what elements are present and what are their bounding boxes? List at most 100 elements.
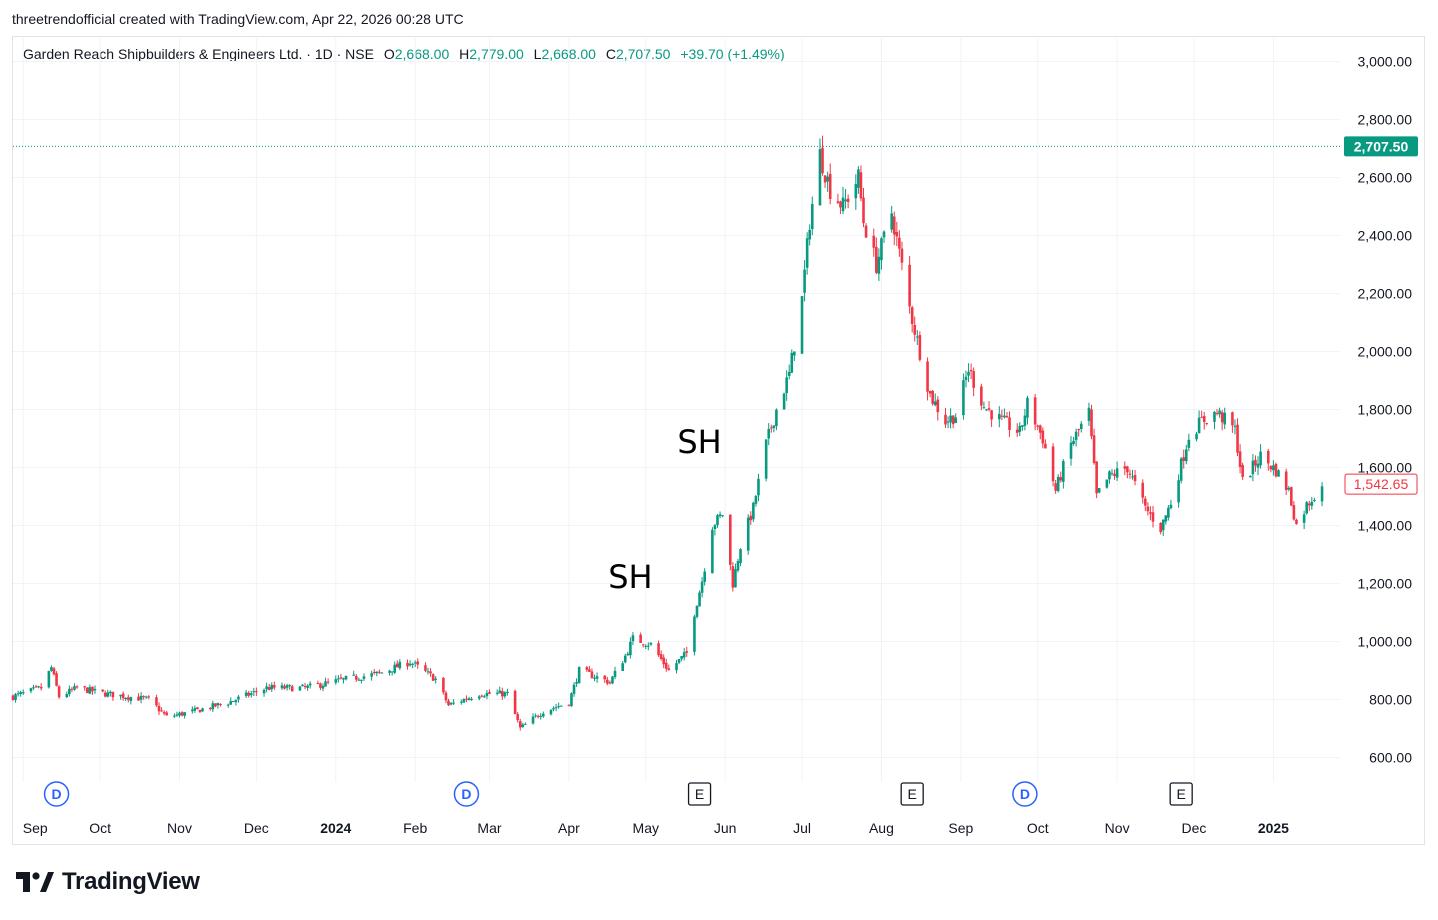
candle [1146,502,1150,516]
candle-body [841,197,845,212]
legend-close: 2,707.50 [615,46,671,62]
x-tick-label: Oct [89,820,111,836]
last-price-tag [1344,473,1418,495]
candle [109,690,112,697]
candle [1238,444,1242,474]
swing-high-annotation: SH [677,423,721,461]
candle [470,697,473,701]
candle [21,689,25,696]
candle-body [595,676,599,679]
candle [50,665,53,672]
candle-body [1233,425,1237,427]
candle-body [539,715,543,717]
candle-body [85,687,89,693]
candle [841,186,845,215]
candle-body [757,478,760,496]
candle-body [88,687,92,694]
candle [793,351,796,361]
candle-body [980,386,983,406]
candle [193,705,197,713]
candle [967,363,970,383]
candle-body [1205,422,1209,424]
candle-body [611,676,614,684]
candle [1105,479,1109,489]
candle [1259,444,1262,469]
candle-body [1151,512,1155,522]
candle-body [380,672,384,674]
candle-body [1133,475,1137,482]
dividend-marker[interactable]: D [43,781,70,807]
candle [972,367,975,397]
candle [990,409,993,427]
candle [1184,444,1188,465]
candle-body [477,696,481,699]
candle-body [862,197,865,224]
candle-body [716,515,719,525]
candle-body [1090,409,1093,437]
candle [334,675,338,685]
candle-body [895,232,899,237]
chart-legend: Garden Reach Shipbuilders & Engineers Lt… [23,46,785,62]
candle [1126,465,1129,479]
candle [644,644,648,649]
candle-body [1095,461,1098,494]
candle [877,248,881,282]
candle-body [1220,412,1224,423]
candle [997,406,1001,428]
candle-body [639,634,642,643]
candle [247,690,250,698]
candle-body [649,642,653,645]
candle-body [244,692,248,696]
candle [406,659,409,670]
candle-body [680,656,683,659]
candle-body [608,682,612,684]
candle [787,364,791,380]
candle-body [1274,463,1278,477]
candle [1133,469,1137,486]
legend-change: +39.70 (+1.49%) [680,46,785,62]
earnings-marker[interactable]: E [1169,782,1193,806]
candle [283,683,286,690]
candle [1095,461,1098,499]
candle [908,255,911,314]
candle-body [229,701,233,705]
candle [575,678,578,687]
candle-body [997,414,1001,420]
candle-body [191,709,194,712]
candle [567,704,571,707]
candle [1159,522,1162,535]
candle-body [500,690,504,697]
candle [408,660,412,667]
swing-high-annotation: SH [608,558,652,596]
earnings-marker[interactable]: E [900,782,924,806]
candle [1077,428,1080,437]
dividend-marker[interactable]: D [1012,781,1038,807]
candle-body [1008,417,1011,430]
candle-body [875,246,878,273]
candle [285,683,289,691]
candle-body [606,679,609,684]
candle-body [431,674,435,681]
candle [603,675,607,683]
candle-body [1313,499,1316,501]
candle-body [928,390,932,394]
candle [954,413,958,424]
candle [534,713,537,718]
earnings-marker[interactable]: E [687,782,712,806]
candle-body [521,724,525,728]
candle [736,558,740,573]
candle-body [823,175,827,183]
candle-body [898,237,901,249]
candle [1110,469,1114,476]
candle-body [324,681,327,687]
x-tick-label: 2025 [1258,820,1289,836]
dividend-marker[interactable]: D [453,781,480,807]
candle-body [1269,465,1273,470]
candle [541,711,545,718]
candle [52,666,56,676]
candle [267,683,271,691]
candle [752,501,755,522]
candle [1274,462,1278,478]
candle [1115,461,1119,482]
